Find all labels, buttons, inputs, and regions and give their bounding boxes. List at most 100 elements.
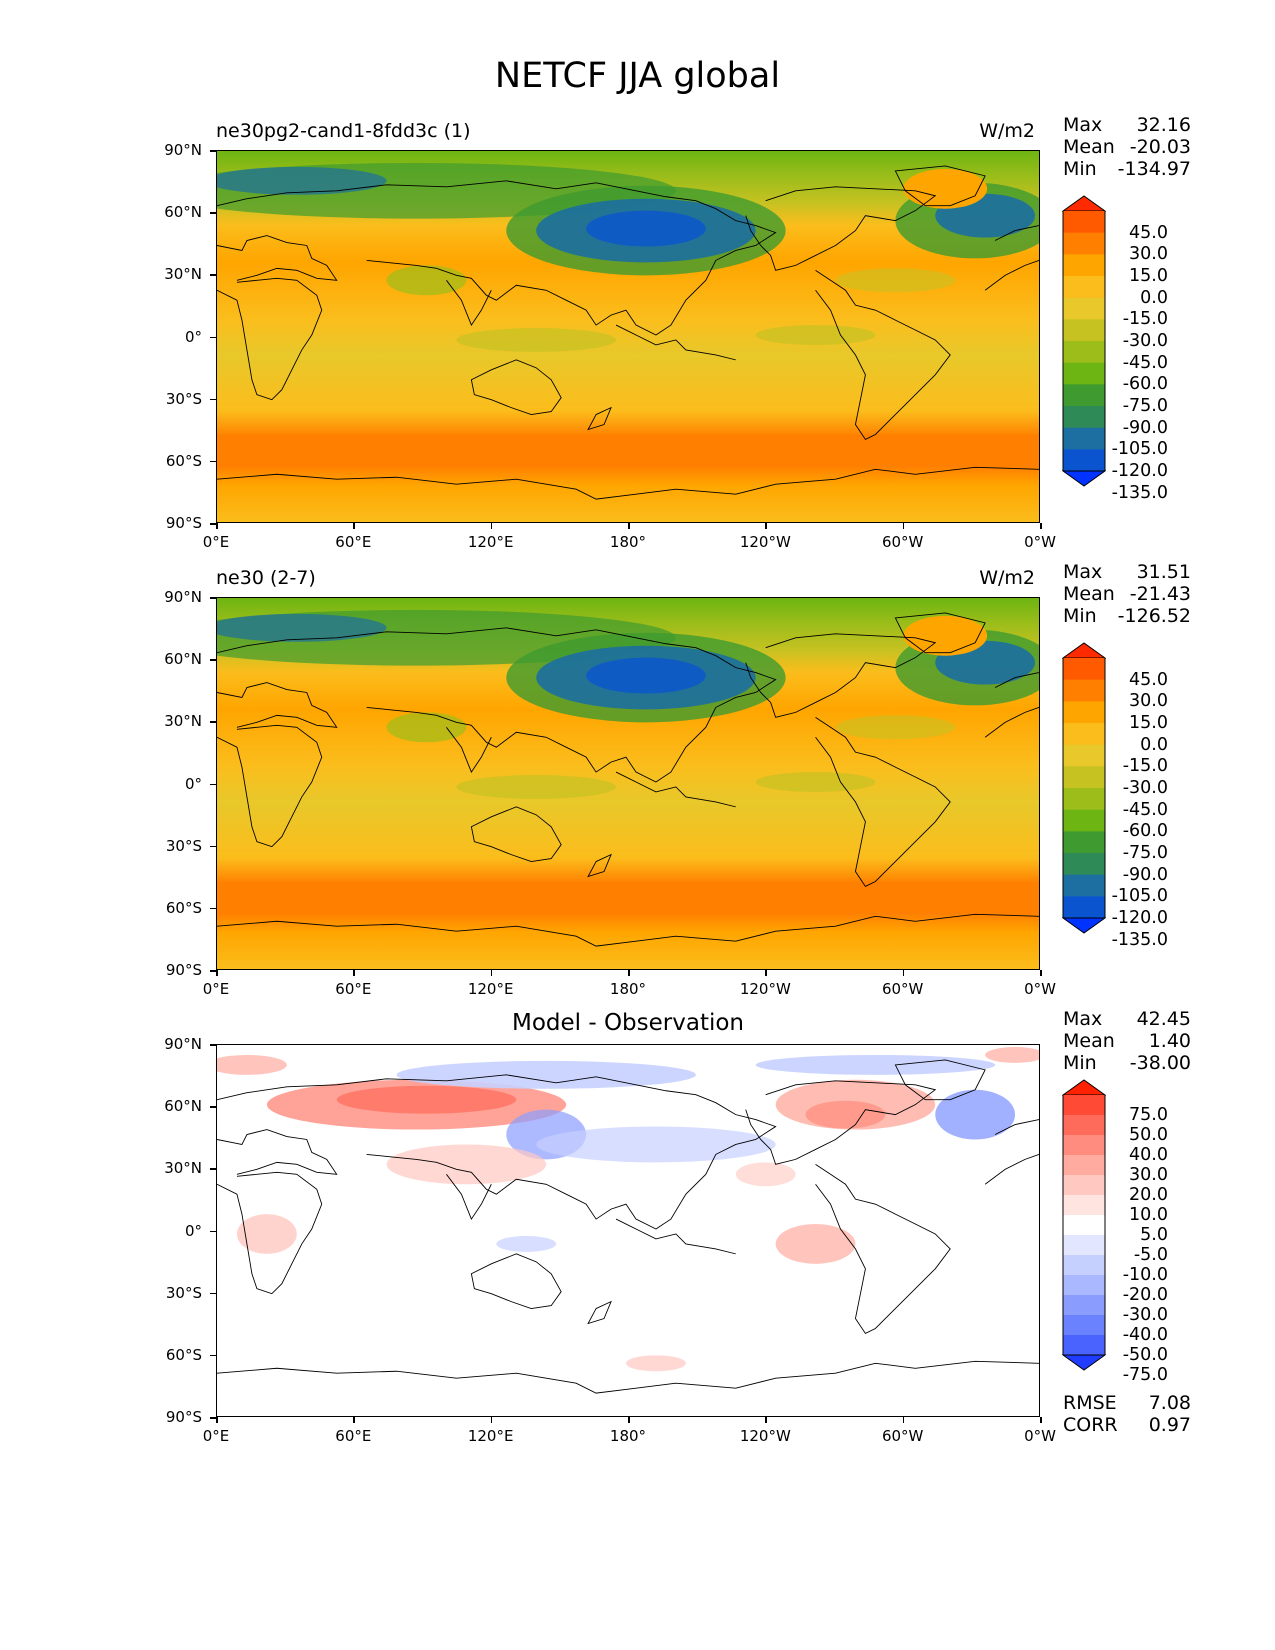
colorbar-extend-bottom [1061,470,1107,487]
x-tick-label: 0°E [202,1427,230,1445]
corr-row: CORR 0.97 [1063,1414,1191,1436]
map-field [217,1045,1039,1416]
colorbar-level-label: -50.0 [1122,1345,1168,1365]
figure-title: NETCF JJA global [494,56,781,96]
x-tick [490,523,493,529]
x-tick [353,1417,355,1423]
colorbar-segment [1063,723,1105,746]
colorbar-level-label: -5.0 [1133,1245,1168,1265]
colorbar-level-label: -30.0 [1122,1305,1168,1325]
x-tick [216,970,218,976]
map-plot [216,597,1040,970]
colorbar-segment [1063,853,1105,876]
map-plot [216,1044,1040,1417]
stat-label: Min [1063,158,1097,180]
y-tick [210,1230,216,1232]
y-tick [210,1417,216,1419]
y-tick-label: 30°N [164,1159,202,1178]
stat-value: 1.40 [1148,1030,1191,1052]
x-tick-label: 60°W [881,980,924,998]
colorbar-segment [1063,211,1105,234]
x-tick-label: 60°E [335,533,372,551]
y-tick-label: 90°S [165,961,202,979]
stat-label: Mean [1063,1030,1115,1052]
colorbar [1061,195,1107,487]
colorbar-level-label: -90.0 [1122,864,1168,885]
colorbar-level-label: 10.0 [1129,1205,1168,1225]
colorbar-segment [1063,1155,1105,1176]
colorbar-level-label: -120.0 [1111,461,1168,481]
colorbar-segment [1063,1255,1105,1276]
x-tick [765,523,767,529]
stat-label: Max [1063,1008,1103,1030]
y-tick [210,336,216,338]
colorbar-level-label: 40.0 [1129,1145,1168,1165]
colorbar-extend-bottom [1061,917,1107,934]
colorbar-segment [1063,1175,1105,1196]
x-tick [765,970,767,976]
colorbar [1061,1079,1107,1371]
y-tick-label: 0° [184,1221,202,1240]
y-tick [210,274,216,276]
stat-value: 42.45 [1136,1008,1191,1030]
colorbar-level-label: -30.0 [1122,778,1168,798]
colorbar-labels: 45.0 30.0 15.0 0.0 -15.0 -30.0 -45.0 -60.0 -75.0… [1108,642,1168,950]
colorbar-level-label: -40.0 [1122,1325,1168,1345]
y-tick-label: 90°N [164,588,202,606]
colorbar-level-label: -30.0 [1122,331,1168,351]
rmse-value: 7.08 [1148,1392,1191,1414]
colorbar-level-label: -10.0 [1122,1265,1168,1285]
colorbar-level-label: 75.0 [1129,1105,1168,1125]
stat-label: Max [1063,114,1103,136]
y-tick [210,597,216,599]
y-tick [210,460,216,463]
stat-value: 32.16 [1136,114,1191,136]
colorbar-segment [1063,809,1105,832]
colorbar-segment [1063,232,1105,255]
x-tick [902,970,905,976]
colorbar-level-label: -135.0 [1111,929,1168,950]
colorbar-extend-top [1061,1079,1107,1096]
colorbar-level-label: 30.0 [1129,244,1168,265]
y-tick-label: 60°S [165,1345,202,1364]
x-tick [490,970,493,976]
stat-row: Max 42.45 [1063,1008,1191,1030]
colorbar-level-label: 30.0 [1129,691,1168,712]
stat-row: Min -134.97 [1063,158,1191,180]
y-tick-label: 0° [184,327,202,346]
colorbar-labels: 45.0 30.0 15.0 0.0 -15.0 -30.0 -45.0 -60.0 -75.0… [1108,195,1168,503]
x-tick-label: 60°E [335,980,372,998]
stat-label: Mean [1063,136,1115,158]
panel-title: ne30pg2-cand1-8fdd3c (1) [216,120,471,142]
x-tick [628,523,630,529]
colorbar-extend-bottom [1061,1354,1107,1371]
colorbar-segment [1063,1295,1105,1316]
stat-value: -134.97 [1117,158,1191,180]
x-tick-label: 0°E [202,980,230,998]
colorbar-segment [1063,1335,1105,1356]
y-tick-label: 30°S [165,389,202,408]
y-tick-label: 60°N [164,1097,202,1116]
colorbar-level-label: 30.0 [1129,1165,1168,1185]
stat-row: Mean -20.03 [1063,136,1191,158]
colorbar-level-label: -20.0 [1122,1285,1168,1305]
x-tick-label: 120°E [467,533,514,551]
x-tick-label: 120°W [739,980,791,998]
panel-model2: ne30 (2-7) W/m2 Max 31.51 Mean -21.43 Min -126.… [0,557,1275,1017]
x-tick-label: 0°W [1024,533,1056,551]
colorbar-level-label: -75.0 [1122,396,1168,416]
x-tick [1040,970,1042,976]
y-tick [210,523,216,525]
panel-stats: Max 31.51 Mean -21.43 Min -126.52 [1063,561,1191,627]
map-field [217,151,1039,522]
stat-row: Mean -21.43 [1063,583,1191,605]
colorbar-level-label: -15.0 [1122,309,1168,330]
colorbar-labels: 75.0 50.0 40.0 30.0 20.0 10.0 5.0 -5.0 -10.0 -20.… [1108,1079,1168,1385]
colorbar-level-label: 45.0 [1129,669,1168,690]
y-tick [210,398,216,401]
colorbar-level-label: 50.0 [1129,1125,1168,1145]
x-tick [353,970,355,976]
x-tick [1040,1417,1042,1423]
stat-value: -21.43 [1129,583,1191,605]
x-tick-label: 0°W [1024,980,1056,998]
